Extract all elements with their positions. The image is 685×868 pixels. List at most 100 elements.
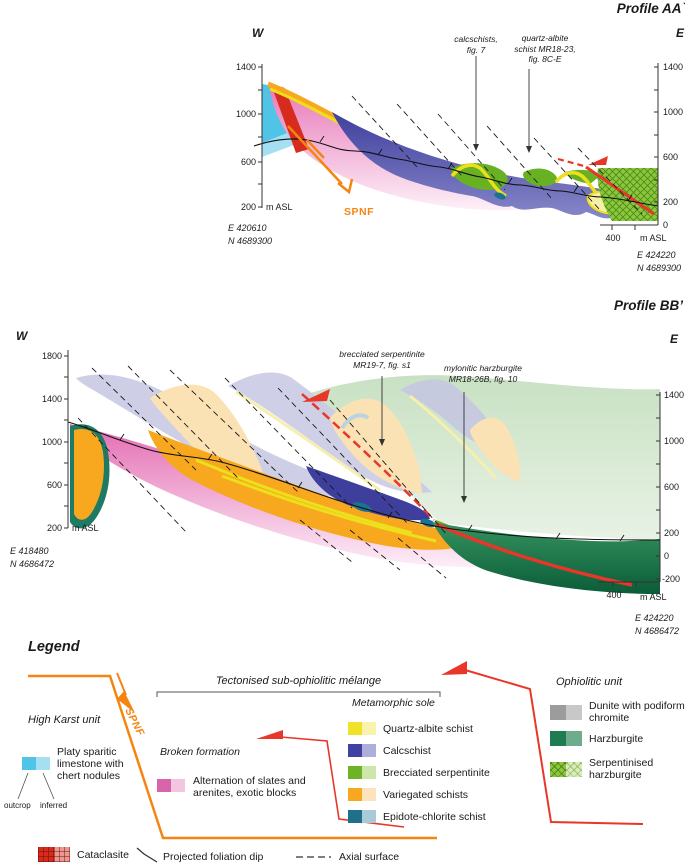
aa-left-easting: E 420610: [228, 223, 267, 233]
annotation-mylonitic-harzburgite: mylonitic harzburgite MR18-26B, fig. 10: [444, 363, 522, 384]
bb-left-tick-1000: 1000: [41, 437, 62, 447]
harzburgite-light-swatch: [566, 731, 582, 746]
aa-left-northing: N 4689300: [228, 236, 273, 246]
karst-swatch: [22, 757, 50, 770]
aa-right-tick-600: 600: [663, 152, 679, 162]
legend-item-broken-formation: [157, 779, 185, 792]
calcschist-label: Calcschist: [383, 744, 431, 757]
axial-surfaces-aa: [351, 95, 643, 215]
profile-aa-geology: [253, 56, 659, 221]
legend-item-dunite: Dunite with podiform chromite: [550, 700, 685, 724]
bb-right-tick-0: 0: [664, 551, 670, 561]
aa-right-tick-0: 0: [663, 220, 669, 230]
dunite-swatch: [550, 704, 582, 720]
aa-scale-400: 400: [605, 233, 621, 243]
broken-formation-header: Broken formation: [160, 746, 240, 758]
karst-inferred-swatch: [36, 757, 50, 770]
profile-bb-title: Profile BB’: [613, 298, 683, 313]
serpentinised-harzburgite-swatch: [550, 761, 582, 777]
aa-right-unit: m ASL: [640, 233, 667, 243]
spnf-fault-arrow: [287, 125, 354, 195]
annotation-arrows-bb: [381, 376, 465, 498]
spnf-label-aa: SPNF: [344, 206, 375, 218]
ophiolitic-unit-header: Ophiolitic unit: [556, 676, 623, 688]
metamorphic-sole-header: Metamorphic sole: [352, 697, 435, 709]
dunite-dark-swatch: [550, 704, 566, 720]
bb-left-tick-1400: 1400: [41, 394, 62, 404]
brecciated-serpentinite-label: Brecciated serpentinite: [383, 766, 490, 779]
bb-left-unit: m ASL: [72, 523, 99, 533]
profile-aa-west-label: W: [252, 26, 264, 40]
legend-item-calcschist: Calcschist: [348, 744, 431, 757]
legend-item-cataclasite: Cataclasite: [38, 847, 129, 862]
legend-artwork: [17, 661, 644, 863]
brecciated-serpentinite-swatch: [348, 766, 376, 779]
broken-formation-label: Alternation of slates and arenites, exot…: [193, 775, 306, 799]
bb-right-easting: E 424220: [635, 613, 674, 623]
calcschist-swatch: [348, 744, 376, 757]
karst-item-label: Platy sparitic limestone with chert nodu…: [57, 746, 124, 782]
legend-item-quartz-albite: Quartz-albite schist: [348, 722, 473, 735]
profile-bb-east-label: E: [670, 332, 679, 346]
calcschist-dark-swatch: [348, 744, 362, 757]
broken-dark-swatch: [157, 779, 171, 792]
aa-right-tick-1000: 1000: [663, 107, 684, 117]
epidote-chlorite-swatch: [348, 810, 376, 823]
quartz-albite-dark-swatch: [348, 722, 362, 735]
aa-right-northing: N 4689300: [637, 263, 682, 273]
quartz-albite-swatch: [348, 722, 376, 735]
profile-aa-title: Profile AA`: [616, 1, 685, 16]
dunite-label: Dunite with podiform chromite: [589, 700, 685, 724]
annotation-arrows-aa: [475, 56, 530, 148]
bb-right-tick-1400: 1400: [664, 390, 685, 400]
inferred-label: inferred: [40, 801, 68, 810]
bb-left-tick-1800: 1800: [41, 351, 62, 361]
variegated-schists-swatch: [348, 788, 376, 801]
broken-formation-swatch: [157, 779, 185, 792]
bb-left-tick-200: 200: [46, 523, 62, 533]
calcschist-light-swatch: [362, 744, 376, 757]
annotation-calcschists: calcschists, fig. 7: [454, 34, 498, 55]
bb-scale-400: 400: [606, 590, 622, 600]
foliation-dip-label: Projected foliation dip: [163, 851, 264, 863]
outcrop-label: outcrop: [4, 801, 31, 810]
profile-aa-east-label: E: [676, 26, 685, 40]
broken-light-swatch: [171, 779, 185, 792]
quartz-albite-light-swatch: [362, 722, 376, 735]
serp-harzburgite-dark-swatch: [550, 761, 566, 777]
aa-left-unit: m ASL: [266, 202, 293, 212]
legend-item-variegated-schists: Variegated schists: [348, 788, 468, 801]
annotation-quartz-albite-schist: quartz-albite schist MR18-23, fig. 8C-E: [514, 33, 576, 64]
serp-harzburgite-light-swatch: [566, 761, 582, 777]
variegated-light-swatch: [362, 788, 376, 801]
axial-surfaces-bb: [77, 365, 449, 579]
profile-bb-west-label: W: [16, 329, 28, 343]
variegated-dark-swatch: [348, 788, 362, 801]
cataclasite-dark-swatch: [38, 847, 54, 862]
profile-aa-axes: [258, 63, 659, 230]
legend-item-serpentinised-harzburgite: Serpentinised harzburgite: [550, 757, 685, 781]
bb-right-unit: m ASL: [640, 592, 667, 602]
bb-left-easting: E 418480: [10, 546, 49, 556]
epidote-light-swatch: [362, 810, 376, 823]
cataclasite-label: Cataclasite: [77, 848, 129, 861]
karst-outcrop-swatch: [22, 757, 36, 770]
legend-item-karst: [22, 757, 50, 770]
variegated-schists-label: Variegated schists: [383, 788, 469, 801]
brecciated-dark-swatch: [348, 766, 362, 779]
aa-left-tick-1400: 1400: [235, 62, 256, 72]
aa-left-tick-1000: 1000: [235, 109, 256, 119]
aa-right-easting: E 424220: [637, 250, 676, 260]
legend-item-brecciated-serpentinite: Brecciated serpentinite: [348, 766, 490, 779]
bb-right-tick-200: 200: [664, 528, 680, 538]
profile-bb-axes: [64, 350, 661, 587]
serpentinised-harzburgite-label: Serpentinised harzburgite: [589, 757, 654, 781]
cataclasite-swatch: [38, 847, 70, 862]
dunite-light-swatch: [566, 704, 582, 720]
harzburgite-dark-swatch: [550, 731, 566, 746]
cataclasite-light-swatch: [54, 847, 70, 862]
annotation-brecciated-serpentinite: brecciated serpentinite MR19-7, fig. s1: [339, 349, 425, 370]
aa-left-tick-200: 200: [240, 202, 256, 212]
